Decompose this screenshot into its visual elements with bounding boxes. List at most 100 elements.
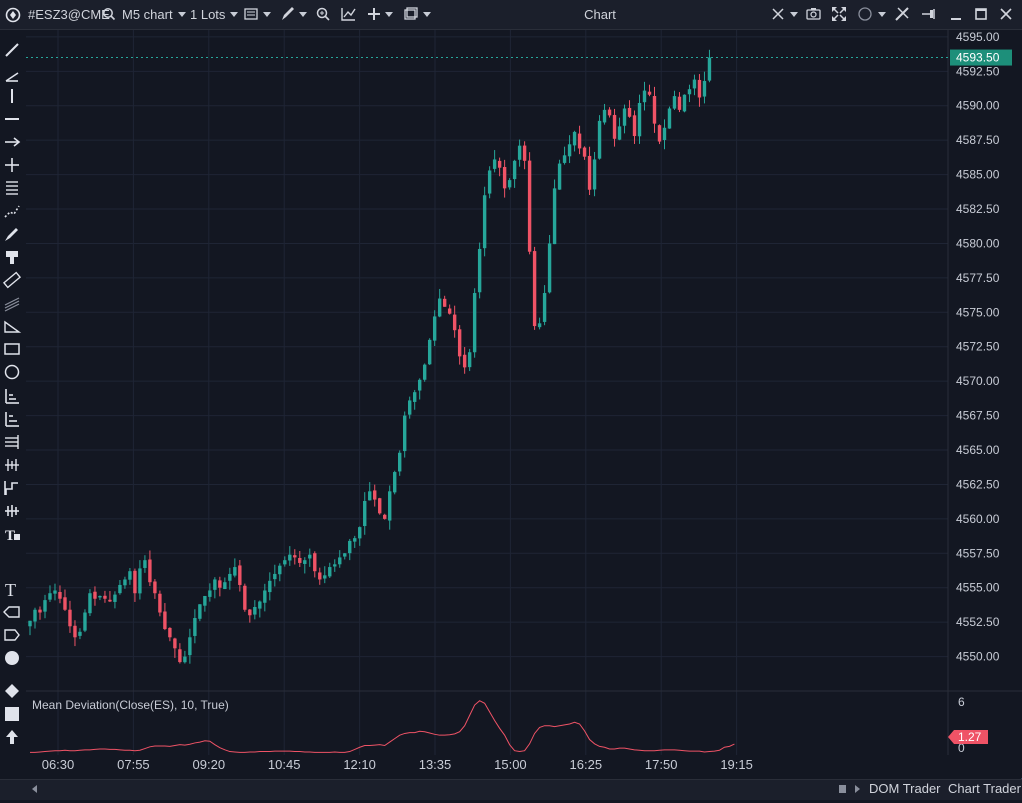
candle-up bbox=[273, 573, 277, 580]
candle-down bbox=[612, 114, 617, 139]
candle-up bbox=[537, 323, 542, 328]
interval-label: M5 chart bbox=[122, 7, 173, 22]
interval-selector[interactable]: M5 chart bbox=[122, 0, 186, 29]
diamond-icon[interactable] bbox=[2, 681, 22, 701]
close-icon[interactable] bbox=[998, 0, 1014, 29]
arrow-icon[interactable] bbox=[2, 132, 22, 152]
search-icon[interactable] bbox=[102, 0, 116, 29]
horizontal-line-icon[interactable] bbox=[2, 109, 22, 129]
scrollbar-thumb[interactable] bbox=[838, 780, 850, 800]
candle-up bbox=[43, 600, 47, 612]
zoom-icon[interactable] bbox=[316, 0, 332, 29]
square-icon[interactable] bbox=[2, 704, 22, 724]
candle-up bbox=[517, 145, 522, 160]
price-axis-label: 4552.50 bbox=[956, 615, 1000, 629]
pitchfork-icon[interactable] bbox=[2, 409, 22, 429]
time-axis-label: 13:35 bbox=[419, 757, 452, 772]
candle-up bbox=[662, 127, 667, 141]
screenshot-icon[interactable] bbox=[805, 0, 823, 29]
time-axis-label: 15:00 bbox=[494, 757, 527, 772]
candle-up bbox=[492, 159, 497, 169]
candle-up bbox=[83, 612, 87, 631]
candle-down bbox=[373, 490, 377, 500]
candle-up bbox=[547, 243, 552, 293]
chart-background bbox=[26, 30, 1022, 778]
brush-icon[interactable] bbox=[2, 224, 22, 244]
minimize-icon[interactable] bbox=[948, 0, 964, 29]
fib-levels-icon[interactable] bbox=[2, 178, 22, 198]
fib-fan-icon[interactable] bbox=[2, 432, 22, 452]
candle-down bbox=[318, 572, 322, 580]
chart-type-icon[interactable] bbox=[244, 0, 274, 29]
text-style-icon[interactable]: T bbox=[2, 524, 22, 544]
expand-icon[interactable] bbox=[830, 0, 848, 29]
circle-icon[interactable] bbox=[856, 0, 890, 29]
candle-up bbox=[557, 163, 562, 190]
time-axis-label: 16:25 bbox=[570, 757, 603, 772]
window-title: Chart bbox=[584, 7, 616, 22]
candle-up bbox=[128, 571, 132, 580]
ellipse-icon[interactable] bbox=[2, 362, 22, 382]
candle-up bbox=[667, 108, 672, 129]
price-axis-label: 4595.00 bbox=[956, 30, 1000, 44]
time-axis-label: 19:15 bbox=[720, 757, 753, 772]
candle-up bbox=[48, 593, 52, 600]
gann-icon[interactable] bbox=[2, 386, 22, 406]
candle-up bbox=[542, 293, 547, 322]
maximize-icon[interactable] bbox=[973, 0, 989, 29]
price-label-icon[interactable] bbox=[2, 625, 22, 645]
candle-down bbox=[582, 147, 587, 157]
symbol-selector[interactable]: #ESZ3@CME bbox=[28, 7, 110, 22]
candle-down bbox=[298, 557, 302, 563]
time-axis-label: 12:10 bbox=[343, 757, 376, 772]
stamp-icon[interactable] bbox=[2, 247, 22, 267]
time-axis-label: 09:20 bbox=[193, 757, 226, 772]
candle-up bbox=[597, 120, 602, 159]
price-axis-label: 4570.00 bbox=[956, 374, 1000, 388]
scroll-right-icon[interactable] bbox=[852, 780, 862, 800]
lots-selector[interactable]: 1 Lots bbox=[190, 0, 239, 29]
candle-up bbox=[403, 415, 407, 452]
candle-up bbox=[507, 180, 512, 188]
polyline-icon[interactable] bbox=[2, 201, 22, 221]
dom-trader-tab[interactable]: DOM Trader bbox=[869, 781, 941, 796]
crosshair-add-icon[interactable] bbox=[366, 0, 396, 29]
candle-up bbox=[193, 618, 197, 636]
cursor-icon[interactable] bbox=[770, 0, 800, 29]
pin-icon[interactable] bbox=[920, 0, 938, 29]
candle-up bbox=[343, 553, 347, 557]
text-icon[interactable]: T bbox=[2, 579, 22, 599]
parallel-channel-icon[interactable] bbox=[2, 293, 22, 313]
arrow-up-icon[interactable] bbox=[2, 727, 22, 747]
candle-up bbox=[198, 604, 202, 619]
long-position-icon[interactable] bbox=[2, 455, 22, 475]
time-axis-label: 17:50 bbox=[645, 757, 678, 772]
rectangle-icon[interactable] bbox=[2, 339, 22, 359]
triangle-icon[interactable] bbox=[2, 316, 22, 336]
label-icon[interactable] bbox=[2, 602, 22, 622]
chart-trader-tab[interactable]: Chart Trader bbox=[948, 781, 1021, 796]
ruler-icon[interactable] bbox=[2, 270, 22, 290]
tools-icon[interactable] bbox=[894, 0, 912, 29]
candle-up bbox=[622, 108, 627, 126]
candle-down bbox=[168, 627, 172, 638]
price-chart[interactable]: 4595.00 4592.50 4590.00 4587.50 4585.00 4582.… bbox=[26, 30, 1022, 778]
tick-icon[interactable] bbox=[2, 501, 22, 521]
candle-down bbox=[248, 609, 252, 616]
ray-tool-icon[interactable] bbox=[2, 65, 22, 85]
pen-icon[interactable] bbox=[280, 0, 310, 29]
scroll-left-icon[interactable] bbox=[30, 780, 40, 800]
app-logo-icon[interactable] bbox=[5, 0, 23, 29]
candle-up bbox=[123, 579, 127, 586]
line-tool-icon[interactable] bbox=[2, 40, 22, 60]
candle-up bbox=[642, 90, 647, 103]
vertical-line-icon[interactable] bbox=[2, 86, 22, 106]
indicators-icon[interactable] bbox=[340, 0, 358, 29]
candle-down bbox=[577, 133, 582, 149]
candle-up bbox=[113, 594, 117, 602]
template-icon[interactable] bbox=[402, 0, 434, 29]
crosshair-icon[interactable] bbox=[2, 155, 22, 175]
price-axis-label: 4567.50 bbox=[956, 409, 1000, 423]
step-icon[interactable] bbox=[2, 478, 22, 498]
circle-fill-icon[interactable] bbox=[2, 648, 22, 668]
